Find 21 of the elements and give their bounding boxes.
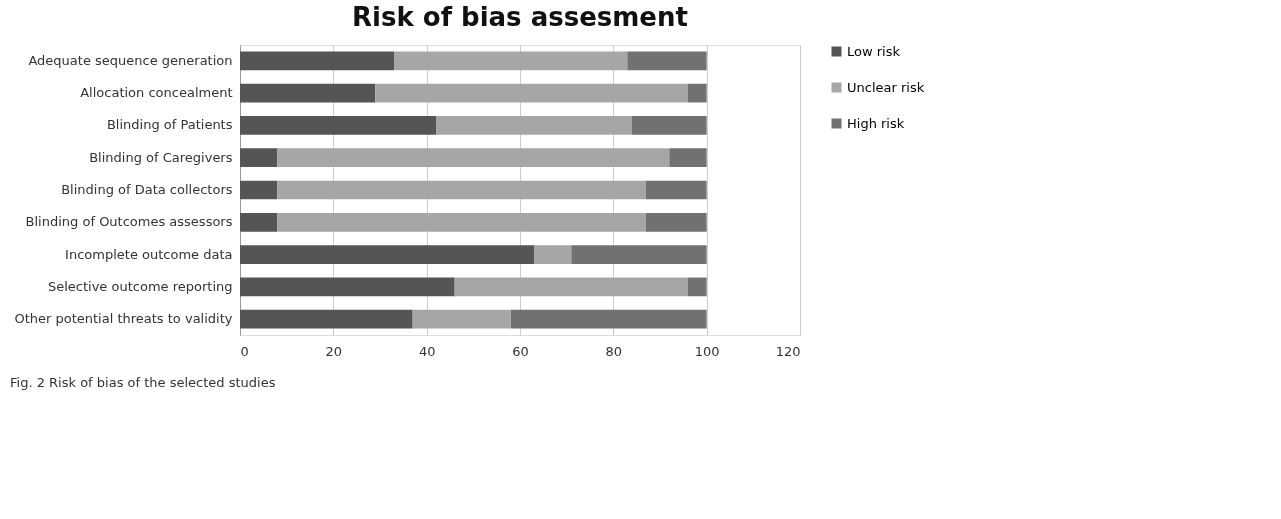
x-tick-label: 100 (694, 343, 720, 359)
x-tick-label: 0 (240, 343, 249, 359)
y-tick-label: Blinding of Outcomes assessors (25, 214, 233, 230)
chart-title: Risk of bias assesment (352, 2, 688, 32)
caption: Fig. 2 Risk of bias of the selected studies (10, 375, 276, 390)
y-tick-label: Incomplete outcome data (65, 246, 233, 262)
y-tick-label: Adequate sequence generation (28, 52, 233, 68)
x-tick-label: 20 (325, 343, 343, 359)
y-tick-label: Other potential threats to validity (14, 311, 233, 327)
legend-label: High risk (847, 115, 905, 131)
x-tick-label: 80 (605, 343, 623, 359)
y-tick-label: Selective outcome reporting (47, 278, 233, 294)
legend-label: Unclear risk (847, 79, 925, 95)
y-tick-label: Blinding of Data collectors (61, 182, 233, 197)
x-tick-label: 60 (512, 343, 529, 359)
y-tick-label: Blinding of Patients (106, 117, 233, 133)
x-tick-label: 40 (418, 343, 436, 359)
y-tick-label: Allocation concealment (80, 85, 233, 101)
legend-label: Low risk (847, 43, 901, 59)
x-tick-label: 120 (775, 343, 801, 359)
y-tick-label: Blinding of Caregivers (89, 149, 233, 165)
